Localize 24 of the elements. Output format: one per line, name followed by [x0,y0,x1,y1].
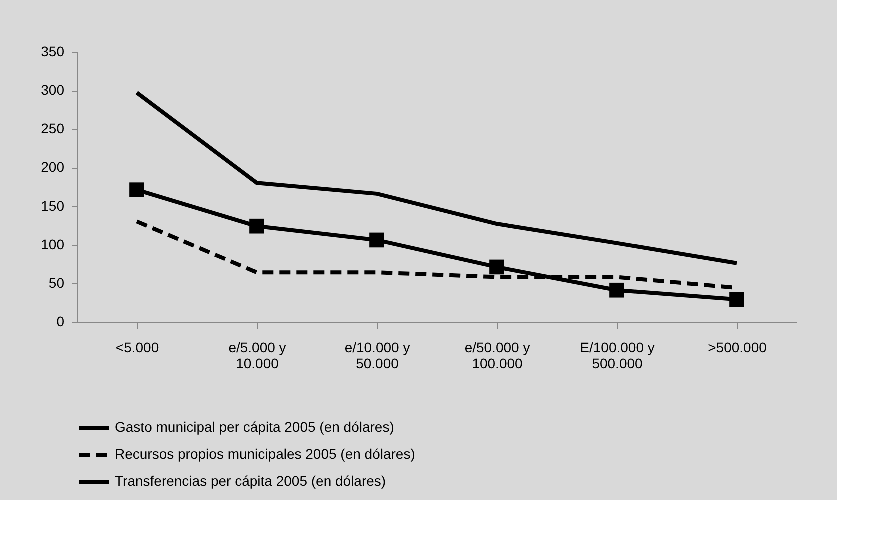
y-tick-label: 150 [41,198,65,214]
point [130,182,144,198]
y-tick-label: 300 [41,82,65,98]
y-tick-label: 350 [41,44,65,60]
y-tick-label: 50 [48,274,65,291]
legend-label: Recursos propios municipales 2005 (en dólares) [115,446,416,462]
y-tick-label: 0 [56,314,65,330]
x-tick-label: e/50.000 y 100.000 [464,340,530,372]
legend-label: Gasto municipal per cápita 2005 (en dólares) [115,419,394,435]
y-tick-label: 200 [41,159,65,176]
y-tick-label: 100 [41,236,65,252]
x-tick-label: e/5.000 y 10.000 [228,340,286,372]
legend-label: Transferencias per cápita 2005 (en dólares) [115,473,386,489]
point [730,292,744,308]
x-tick-label: >500.000 [708,340,768,356]
x-tick-label: e/10.000 y 50.000 [344,340,410,372]
line-series [135,90,739,266]
x-tick-label: <5.000 [116,340,160,356]
x-tick-label: E/100.000 y 500.000 [580,340,655,372]
point [490,260,504,275]
point [370,232,384,248]
point [250,218,264,234]
y-tick-label: 250 [41,120,65,137]
point [610,282,624,298]
